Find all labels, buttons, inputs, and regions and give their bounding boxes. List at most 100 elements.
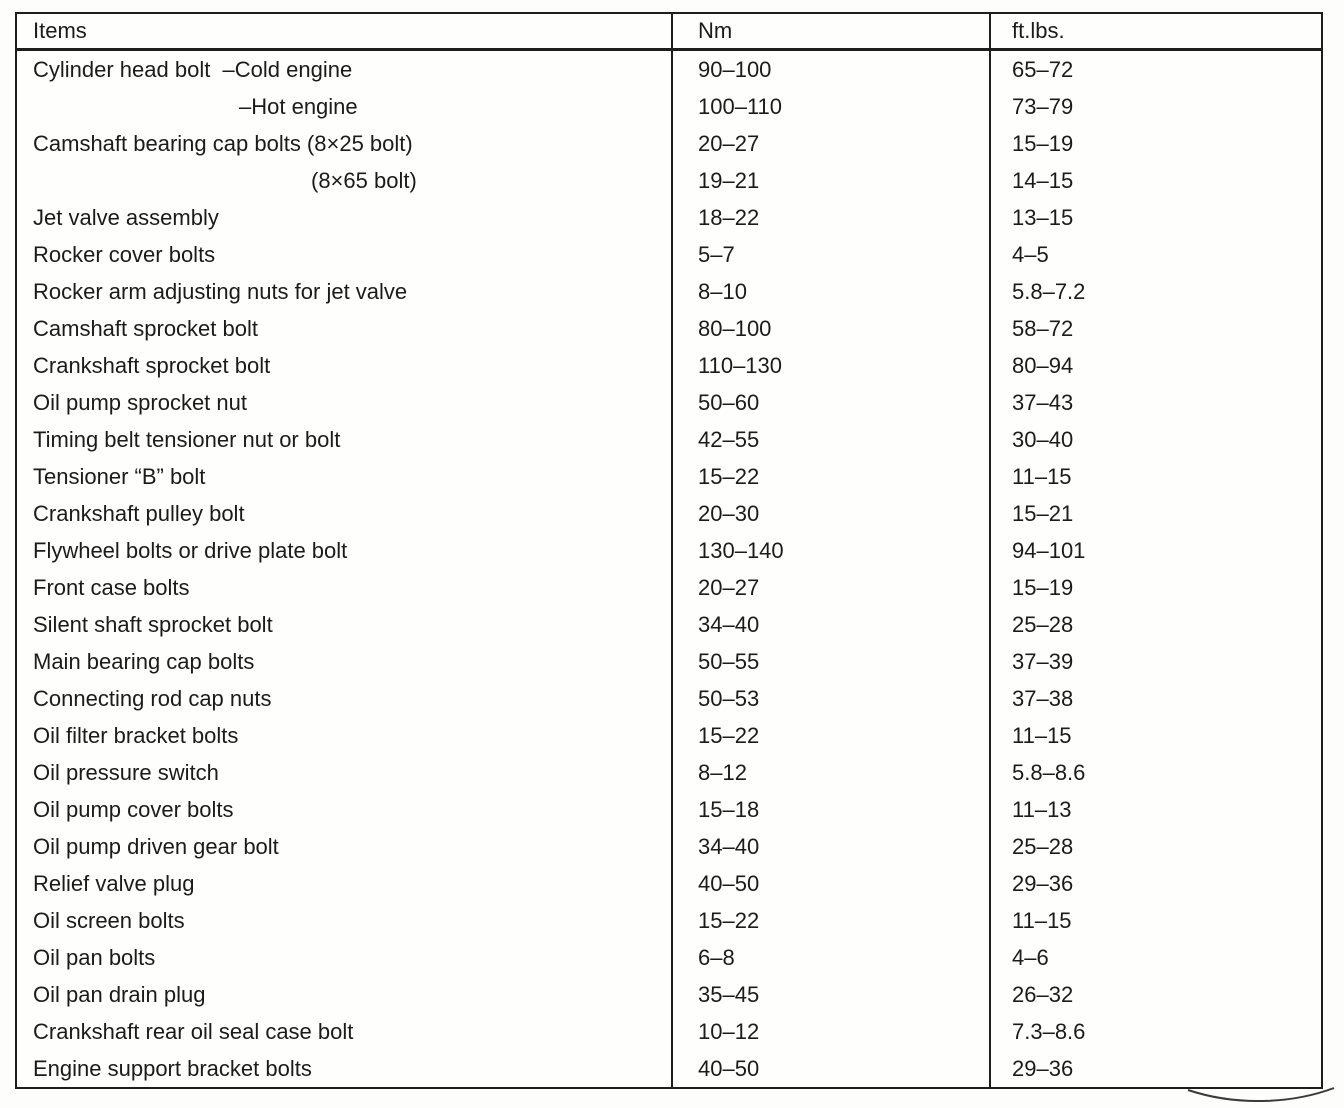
nm-cell: 8–10	[671, 273, 990, 310]
item-label: Front case bolts	[33, 574, 190, 600]
item-cell: Oil pump driven gear bolt	[16, 828, 672, 865]
item-label: Oil filter bracket bolts	[33, 722, 239, 748]
nm-cell: 20–27	[671, 569, 990, 606]
item-cell: Relief valve plug	[16, 865, 672, 902]
table-row: Silent shaft sprocket bolt 34–40 25–28	[16, 606, 1322, 643]
item-label: Silent shaft sprocket bolt	[33, 611, 273, 637]
ftlbs-cell: 5.8–7.2	[989, 273, 1322, 310]
table-row: Tensioner “B” bolt 15–22 11–15	[16, 458, 1322, 495]
nm-cell: 19–21	[671, 162, 990, 199]
nm-cell: 20–27	[671, 125, 990, 162]
ftlbs-cell: 11–15	[989, 717, 1322, 754]
ftlbs-cell: 58–72	[989, 310, 1322, 347]
header-row: Items Nm ft.lbs.	[16, 13, 1322, 51]
table-row: Rocker arm adjusting nuts for jet valve 8…	[16, 273, 1322, 310]
table-row: Engine support bracket bolts 40–50 29–36	[16, 1050, 1322, 1088]
item-label: Relief valve plug	[33, 870, 195, 896]
item-label: Oil screen bolts	[33, 907, 185, 933]
nm-cell: 40–50	[671, 865, 990, 902]
ftlbs-cell: 73–79	[989, 88, 1322, 125]
item-cell: Oil pressure switch	[16, 754, 672, 791]
ftlbs-cell: 7.3–8.6	[989, 1013, 1322, 1050]
nm-cell: 40–50	[671, 1050, 990, 1088]
item-cell: Flywheel bolts or drive plate bolt	[16, 532, 672, 569]
ftlbs-cell: 30–40	[989, 421, 1322, 458]
table-row: Connecting rod cap nuts 50–53 37–38	[16, 680, 1322, 717]
item-label: Camshaft sprocket bolt	[33, 315, 258, 341]
item-label: Crankshaft sprocket bolt	[33, 352, 271, 378]
ftlbs-cell: 13–15	[989, 199, 1322, 236]
item-cell: Connecting rod cap nuts	[16, 680, 672, 717]
nm-cell: 100–110	[671, 88, 990, 125]
item-label: Crankshaft pulley bolt	[33, 500, 245, 526]
item-label: Cylinder head bolt –Cold engine	[33, 56, 353, 82]
torque-spec-table: Items Nm ft.lbs. Cylinder head bolt –Col…	[15, 12, 1323, 1089]
table-row: Camshaft sprocket bolt 80–100 58–72	[16, 310, 1322, 347]
table-row: Oil filter bracket bolts 15–22 11–15	[16, 717, 1322, 754]
table-row: Crankshaft sprocket bolt 110–130 80–94	[16, 347, 1322, 384]
table-row: Timing belt tensioner nut or bolt 42–55 30…	[16, 421, 1322, 458]
ftlbs-cell: 26–32	[989, 976, 1322, 1013]
nm-cell: 8–12	[671, 754, 990, 791]
item-cell: Camshaft bearing cap bolts (8×25 bolt)	[16, 125, 672, 162]
column-header-items: Items	[16, 13, 672, 51]
item-cell: (8×65 bolt)	[16, 162, 672, 199]
item-cell: Oil pan drain plug	[16, 976, 672, 1013]
nm-cell: 34–40	[671, 606, 990, 643]
scan-artifact	[1187, 1087, 1335, 1103]
ftlbs-cell: 14–15	[989, 162, 1322, 199]
item-label: Connecting rod cap nuts	[33, 685, 272, 711]
item-label: Tensioner “B” bolt	[33, 463, 206, 489]
table-row: Oil pan drain plug 35–45 26–32	[16, 976, 1322, 1013]
table-header: Items Nm ft.lbs.	[16, 13, 1322, 51]
item-label: (8×65 bolt)	[311, 167, 417, 193]
table-row: Rocker cover bolts 5–7 4–5	[16, 236, 1322, 273]
item-cell: Camshaft sprocket bolt	[16, 310, 672, 347]
table-row: Oil pump sprocket nut 50–60 37–43	[16, 384, 1322, 421]
ftlbs-cell: 25–28	[989, 606, 1322, 643]
item-cell: Tensioner “B” bolt	[16, 458, 672, 495]
item-label: Timing belt tensioner nut or bolt	[33, 426, 341, 452]
ftlbs-cell: 80–94	[989, 347, 1322, 384]
item-label: Camshaft bearing cap bolts (8×25 bolt)	[33, 130, 413, 156]
item-label: Oil pump sprocket nut	[33, 389, 247, 415]
ftlbs-cell: 37–43	[989, 384, 1322, 421]
item-label: Rocker cover bolts	[33, 241, 216, 267]
table-row: Jet valve assembly 18–22 13–15	[16, 199, 1322, 236]
item-label: Crankshaft rear oil seal case bolt	[33, 1018, 354, 1044]
item-cell: Crankshaft sprocket bolt	[16, 347, 672, 384]
item-cell: Main bearing cap bolts	[16, 643, 672, 680]
item-label: Oil pan bolts	[33, 944, 156, 970]
item-label: Oil pump cover bolts	[33, 796, 234, 822]
table-row: Main bearing cap bolts 50–55 37–39	[16, 643, 1322, 680]
nm-cell: 42–55	[671, 421, 990, 458]
table-row: Flywheel bolts or drive plate bolt 130–14…	[16, 532, 1322, 569]
item-label: Jet valve assembly	[33, 204, 219, 230]
nm-cell: 18–22	[671, 199, 990, 236]
item-cell: Oil pan bolts	[16, 939, 672, 976]
item-cell: Rocker arm adjusting nuts for jet valve	[16, 273, 672, 310]
ftlbs-cell: 94–101	[989, 532, 1322, 569]
ftlbs-cell: 29–36	[989, 1050, 1322, 1088]
column-header-ftlbs: ft.lbs.	[989, 13, 1322, 51]
nm-cell: 10–12	[671, 1013, 990, 1050]
ftlbs-cell: 37–39	[989, 643, 1322, 680]
item-cell: Crankshaft rear oil seal case bolt	[16, 1013, 672, 1050]
table-row: Oil pan bolts 6–8 4–6	[16, 939, 1322, 976]
item-cell: Rocker cover bolts	[16, 236, 672, 273]
nm-cell: 35–45	[671, 976, 990, 1013]
ftlbs-cell: 29–36	[989, 865, 1322, 902]
item-cell: Cylinder head bolt –Cold engine	[16, 50, 672, 89]
item-label: Engine support bracket bolts	[33, 1055, 312, 1081]
item-cell: Jet valve assembly	[16, 199, 672, 236]
nm-cell: 15–22	[671, 902, 990, 939]
table-row: Oil pump cover bolts 15–18 11–13	[16, 791, 1322, 828]
item-cell: Crankshaft pulley bolt	[16, 495, 672, 532]
item-cell: Oil pump sprocket nut	[16, 384, 672, 421]
item-label: Oil pressure switch	[33, 759, 219, 785]
item-label: Oil pump driven gear bolt	[33, 833, 279, 859]
item-cell: Oil screen bolts	[16, 902, 672, 939]
ftlbs-cell: 11–13	[989, 791, 1322, 828]
nm-cell: 20–30	[671, 495, 990, 532]
